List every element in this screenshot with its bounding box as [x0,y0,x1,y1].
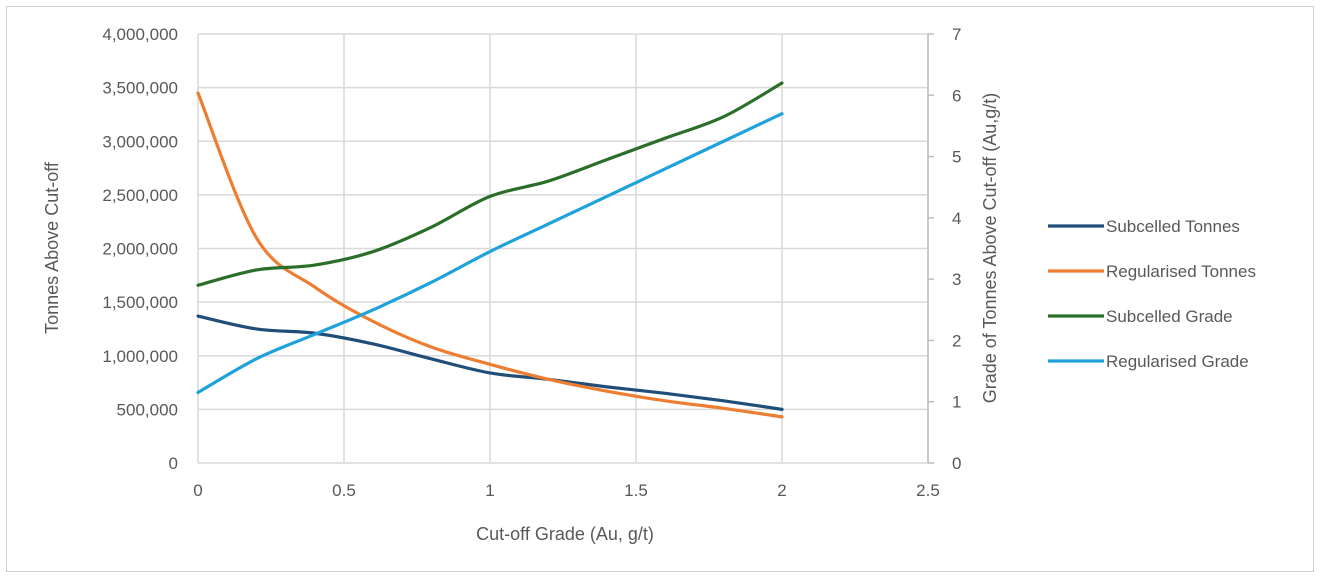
y-tick-label: 2,500,000 [102,186,178,205]
legend-label-subcelled-grade: Subcelled Grade [1106,307,1233,326]
x-tick-label: 1.5 [624,481,648,500]
y-tick-label: 0 [169,454,178,473]
y2-tick-label: 2 [952,331,961,350]
gridlines [197,33,929,464]
x-tick-label: 2 [777,481,786,500]
y-tick-label: 1,500,000 [102,293,178,312]
series-line-regularised-grade [196,112,784,395]
y2-axis-label: Grade of Tonnes Above Cut-off (Au,g/t) [980,93,1000,404]
series-lines [196,81,784,419]
x-tick-label: 2.5 [916,481,940,500]
y2-tick-label: 6 [952,86,961,105]
y2-tick-label: 4 [952,209,961,228]
legend-label-regularised-tonnes: Regularised Tonnes [1106,262,1256,281]
y2-tick-label: 0 [952,454,961,473]
y-tick-label: 1,000,000 [102,347,178,366]
axes: 0 500,000 1,000,000 1,500,000 2,000,000 2,500… [102,25,961,500]
y2-tick-label: 7 [952,25,961,44]
legend-label-regularised-grade: Regularised Grade [1106,352,1249,371]
x-tick-label: 0.5 [332,481,356,500]
x-tick-label: 1 [485,481,494,500]
y-tick-label: 500,000 [117,400,178,419]
legend: Subcelled Tonnes Regularised Tonnes Subcel… [1048,217,1256,371]
series-line-regularised-tonnes [196,91,784,419]
x-axis-label: Cut-off Grade (Au, g/t) [476,524,654,544]
y-axis-label: Tonnes Above Cut-off [42,161,62,334]
y2-tick-label: 3 [952,270,961,289]
y-tick-label: 3,500,000 [102,79,178,98]
series-line-subcelled-tonnes [196,314,784,411]
y-tick-label: 2,000,000 [102,240,178,259]
legend-label-subcelled-tonnes: Subcelled Tonnes [1106,217,1240,236]
y-tick-label: 3,000,000 [102,132,178,151]
y2-tick-label: 5 [952,148,961,167]
x-tick-label: 0 [193,481,202,500]
series-line-subcelled-grade [196,81,784,287]
y2-tick-label: 1 [952,393,961,412]
chart-frame [6,6,1314,572]
y-tick-label: 4,000,000 [102,25,178,44]
